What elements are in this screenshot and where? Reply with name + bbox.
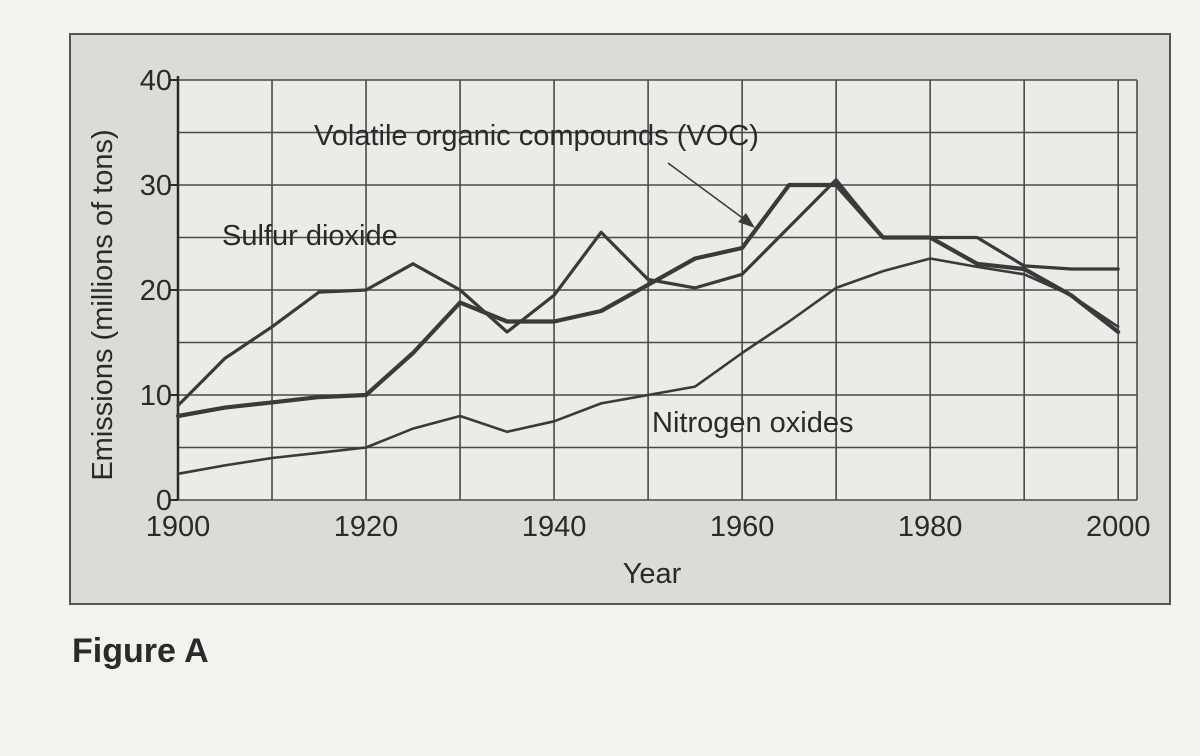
y-tick-label: 40 <box>140 65 172 97</box>
x-axis-label: Year <box>623 558 682 590</box>
series-line-nitrogen-oxides <box>176 257 1120 476</box>
y-axis-label: Emissions (millions of tons) <box>87 129 119 480</box>
series-line-volatile-organic-compounds-voc <box>175 182 1121 419</box>
nitrogen-oxides-label: Nitrogen oxides <box>652 407 854 439</box>
tick-labels: 1900 1920 1940 1960 1980 2000 0 10 20 30 40 <box>140 65 1151 543</box>
x-tick-label: 1900 <box>146 511 211 543</box>
voc-arrow-line <box>667 162 749 223</box>
x-tick-label: 1940 <box>522 511 587 543</box>
grid <box>170 76 1138 501</box>
x-tick-label: 1980 <box>898 511 963 543</box>
series-lines <box>175 178 1121 476</box>
figure-caption: Figure A <box>72 632 209 670</box>
y-tick-label: 30 <box>140 170 172 202</box>
x-tick-label: 1960 <box>710 511 775 543</box>
voc-label: Volatile organic compounds (VOC) <box>314 120 759 152</box>
y-tick-label: 10 <box>140 380 172 412</box>
sulfur-dioxide-label: Sulfur dioxide <box>222 220 398 252</box>
y-tick-label: 0 <box>156 485 172 517</box>
voc-arrow-head <box>738 213 755 228</box>
x-tick-label: 1920 <box>334 511 399 543</box>
y-tick-label: 20 <box>140 275 172 307</box>
x-tick-label: 2000 <box>1086 511 1151 543</box>
series-line-sulfur-dioxide <box>176 178 1120 408</box>
